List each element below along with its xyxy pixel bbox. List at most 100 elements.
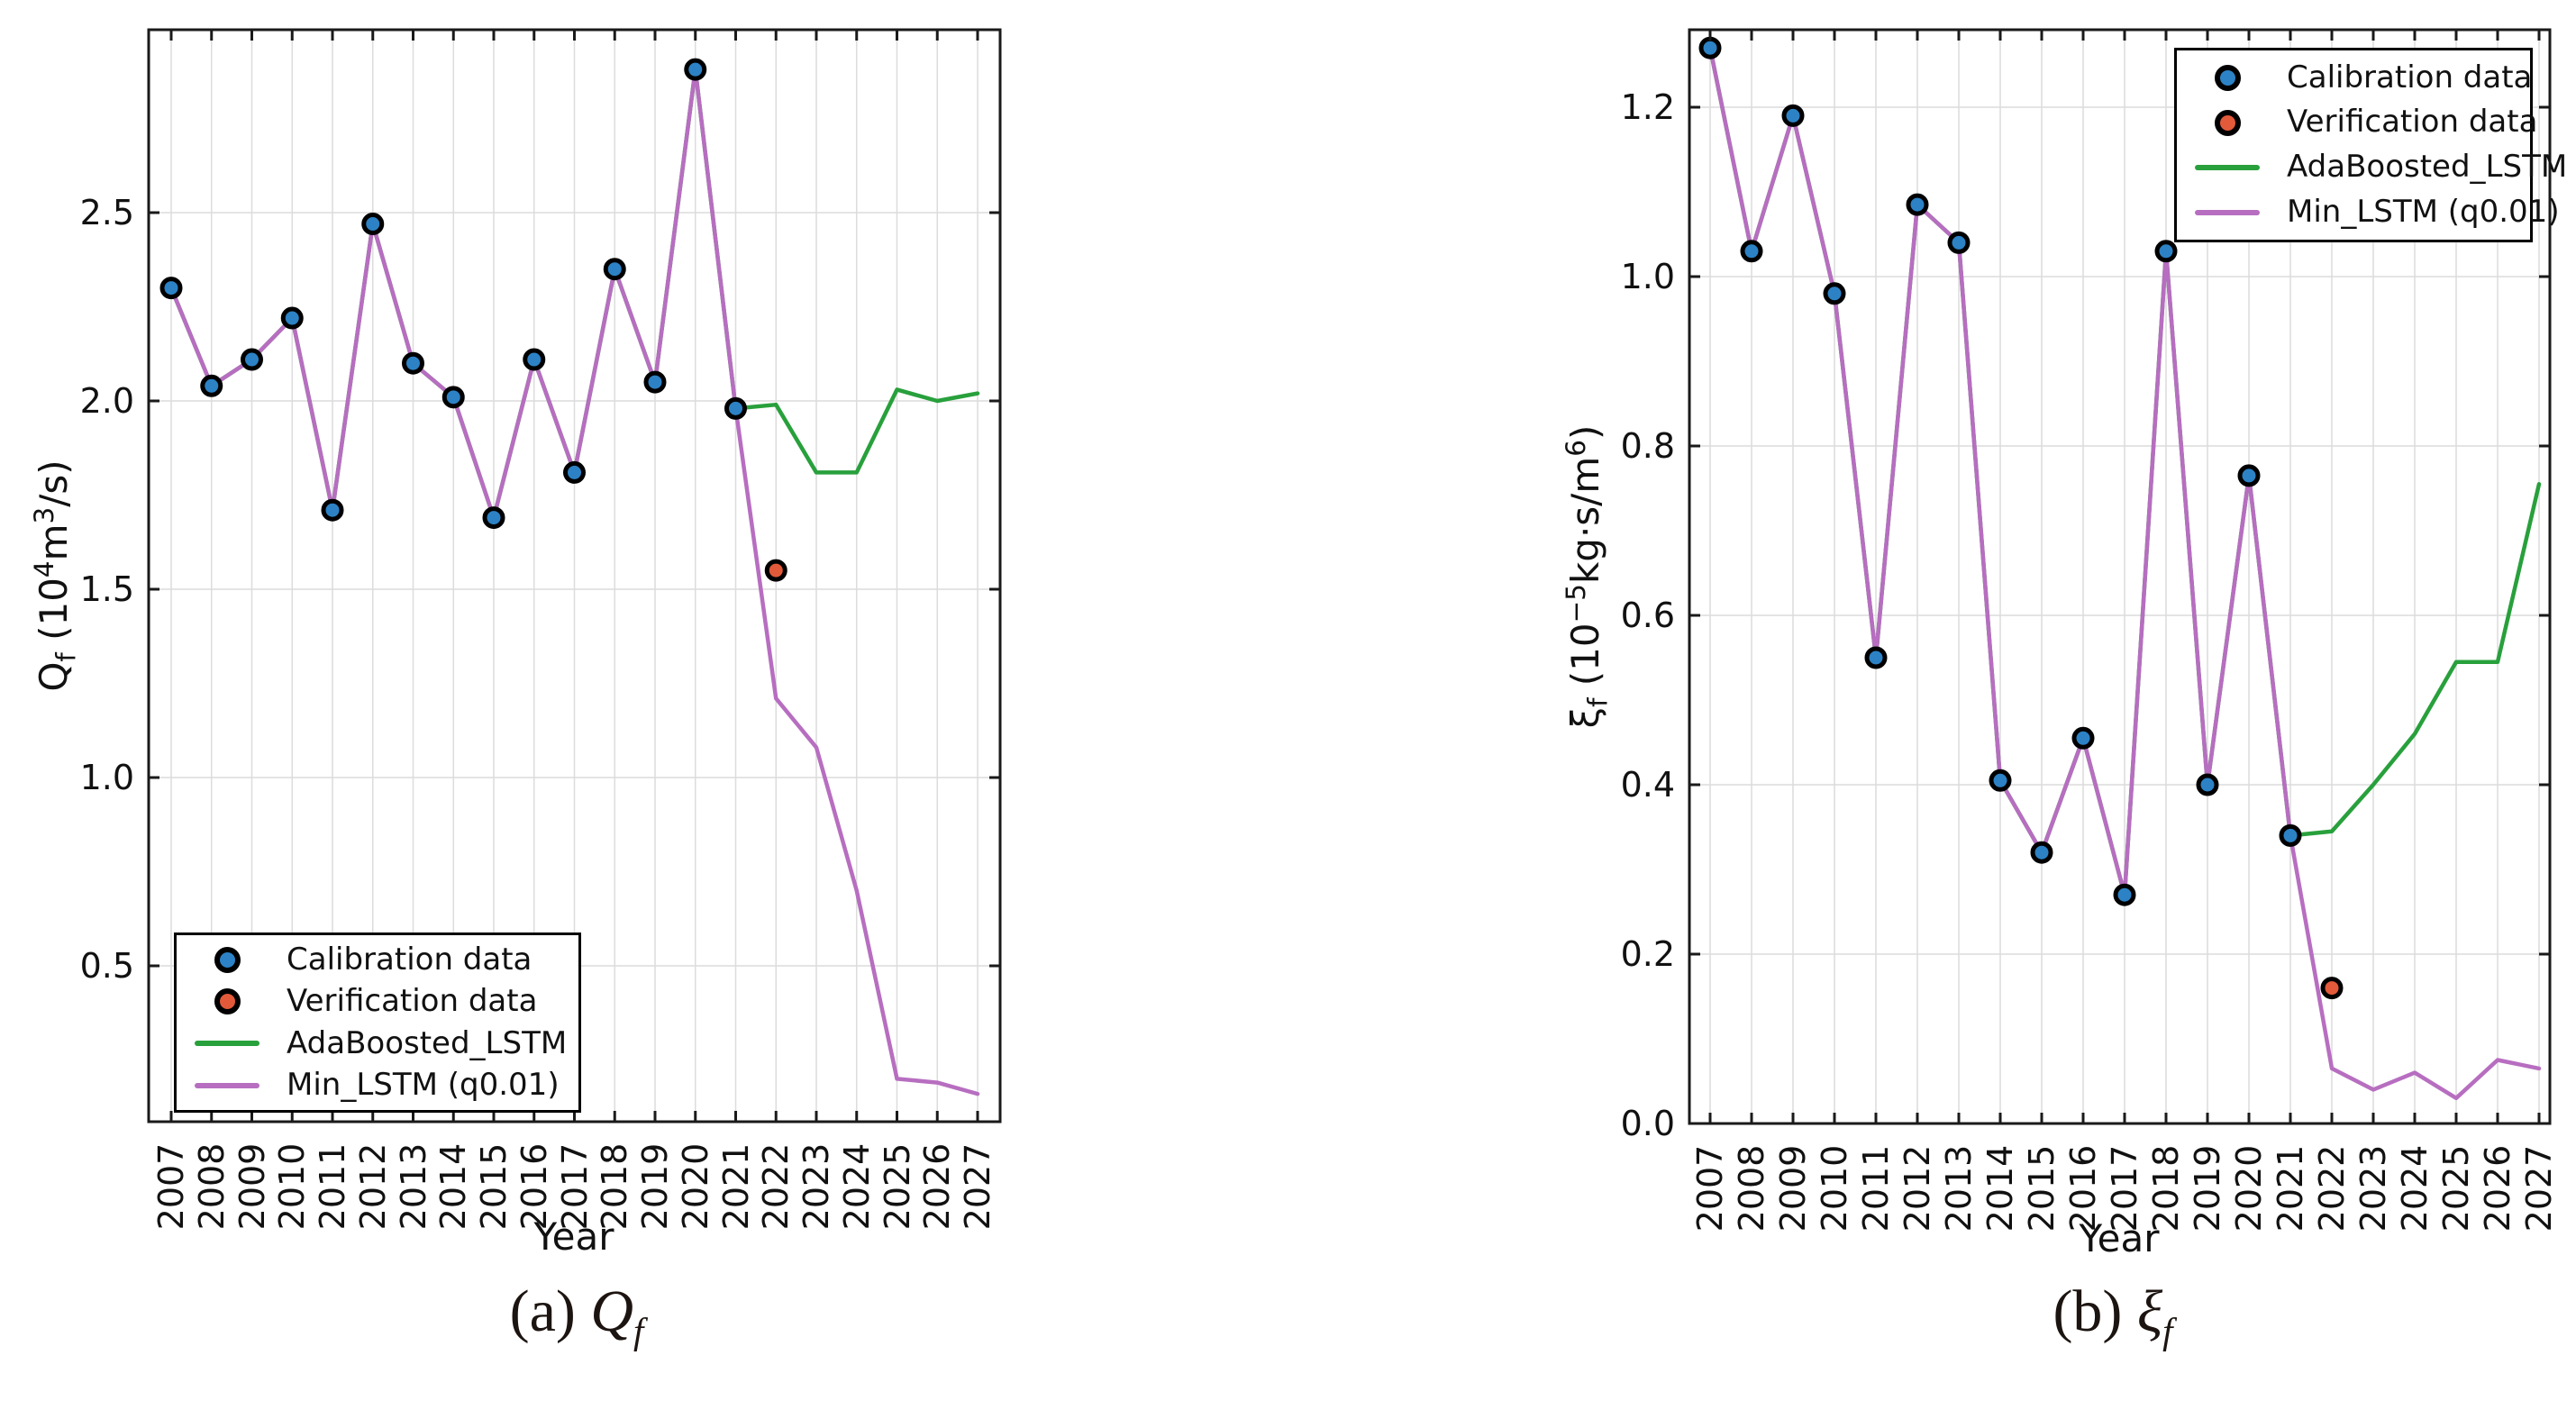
label-segment: f [633,1311,644,1352]
data-point-calibration-data [200,374,223,397]
label-segment: 4 [29,560,60,578]
data-point-calibration-data [321,498,344,522]
x-tick-label: 2026 [2478,1144,2517,1233]
y-tick-label: 1.5 [79,569,134,609]
data-point-calibration-data [2196,773,2219,796]
x-axis-label-a: Year [533,1215,614,1259]
label-segment: Q [32,661,77,692]
x-tick-label: 2025 [877,1142,917,1231]
data-point-calibration-data [1781,104,1805,127]
label-segment: (10 [1563,623,1608,698]
caption-a: (a) Qf [510,1278,644,1352]
data-point-calibration-data [1947,231,1971,254]
data-point-calibration-data [241,348,263,371]
label-segment: m [32,523,77,561]
x-tick-label: 2023 [2353,1144,2393,1233]
legend-item: AdaBoosted_LSTM [2191,150,2567,186]
x-tick-label: 2019 [635,1142,675,1231]
label-segment: f [50,652,82,662]
legend-label: Min_LSTM (q0.01) [287,1066,560,1103]
data-point-calibration-data [482,506,505,530]
x-tick-label: 2021 [715,1142,756,1231]
data-point-calibration-data [2154,240,2178,263]
x-tick-label: 2021 [2271,1144,2310,1233]
x-tick-label: 2023 [796,1142,836,1231]
x-tick-label: 2018 [2146,1144,2186,1233]
x-tick-label: 2022 [756,1142,796,1231]
legend-label: AdaBoosted_LSTM [2287,149,2568,186]
caption-b: (b) ξf [2053,1278,2172,1352]
legend-item: Verification data [2191,105,2537,141]
data-point-calibration-data [1989,769,2012,792]
data-point-calibration-data [684,58,707,81]
y-tick-label: 2.0 [79,381,134,421]
x-tick-label: 2007 [151,1142,191,1231]
legend-line-icon [191,1082,263,1088]
x-tick-label: 2027 [2519,1144,2559,1233]
data-point-calibration-data [1698,36,1722,59]
x-tick-label: 2013 [1939,1144,1979,1233]
y-axis-label-b: ξf (10−5kg·s/m6) [1561,425,1614,729]
y-tick-label: 0.5 [79,946,134,986]
y-tick-label: 0.8 [1620,426,1675,466]
legend-label: Verification data [287,983,538,1020]
legend-label: AdaBoosted_LSTM [287,1024,568,1061]
legend-item: Verification data [191,983,564,1020]
x-tick-label: 2027 [958,1142,997,1231]
x-tick-label: 2011 [1856,1144,1896,1233]
legend-swatch [214,946,241,973]
legend-label: Min_LSTM (q0.01) [2287,193,2560,230]
data-point-calibration-data [643,370,667,394]
x-tick-label: 2019 [2188,1144,2227,1233]
x-tick-label: 2011 [313,1142,352,1231]
x-tick-label: 2008 [191,1142,232,1231]
data-point-calibration-data [523,348,546,371]
x-tick-label: 2024 [2395,1144,2435,1233]
x-axis-label-b: Year [2079,1216,2160,1260]
x-tick-label: 2026 [917,1142,958,1231]
x-tick-label: 2008 [1732,1144,1771,1233]
x-tick-label: 2017 [554,1142,595,1231]
legend-marker-icon [2191,109,2263,136]
data-point-calibration-data [724,396,747,420]
legend-line-icon [2191,209,2263,215]
x-tick-label: 2016 [2063,1144,2103,1233]
y-axis-label-a: Qf (104m3/s) [29,459,82,692]
y-tick-label: 2.5 [79,193,134,232]
x-tick-label: 2009 [1773,1144,1813,1233]
label-segment: −5 [1561,584,1592,623]
legend-label: Calibration data [2287,59,2533,96]
legend-item: Calibration data [191,941,564,978]
label-segment: f [2162,1311,2173,1352]
data-point-calibration-data [1740,240,1763,263]
plot-frame [1688,28,2552,1125]
data-point-calibration-data [2279,823,2302,847]
x-tick-label: 2013 [393,1142,433,1231]
data-point-calibration-data [159,277,183,300]
x-tick-label: 2024 [836,1142,877,1231]
legend-a: Calibration data Verification data AdaBoos… [174,932,581,1113]
x-tick-label: 2017 [2105,1144,2144,1233]
legend-swatch [2195,209,2260,215]
data-point-verification-data [764,559,787,582]
label-segment: f [1582,697,1614,707]
y-tick-label: 1.0 [1620,257,1675,296]
legend-marker-icon [2191,64,2263,91]
x-tick-label: 2015 [474,1142,514,1231]
data-point-calibration-data [441,386,465,409]
data-point-calibration-data [563,460,586,484]
label-segment: (10 [32,578,77,653]
legend-item: Calibration data [2191,59,2532,96]
legend-item: AdaBoosted_LSTM [191,1024,568,1061]
x-tick-label: 2014 [1980,1144,2020,1233]
legend-swatch [2195,164,2260,170]
legend-label: Calibration data [287,941,532,978]
label-segment: /s) [32,459,77,507]
legend-marker-icon [191,988,263,1015]
label-segment: 3 [29,506,60,524]
x-tick-label: 2007 [1690,1144,1730,1233]
data-point-calibration-data [1823,282,1846,305]
x-tick-label: 2016 [514,1142,554,1231]
legend-line-icon [2191,164,2263,170]
data-point-calibration-data [603,258,626,281]
